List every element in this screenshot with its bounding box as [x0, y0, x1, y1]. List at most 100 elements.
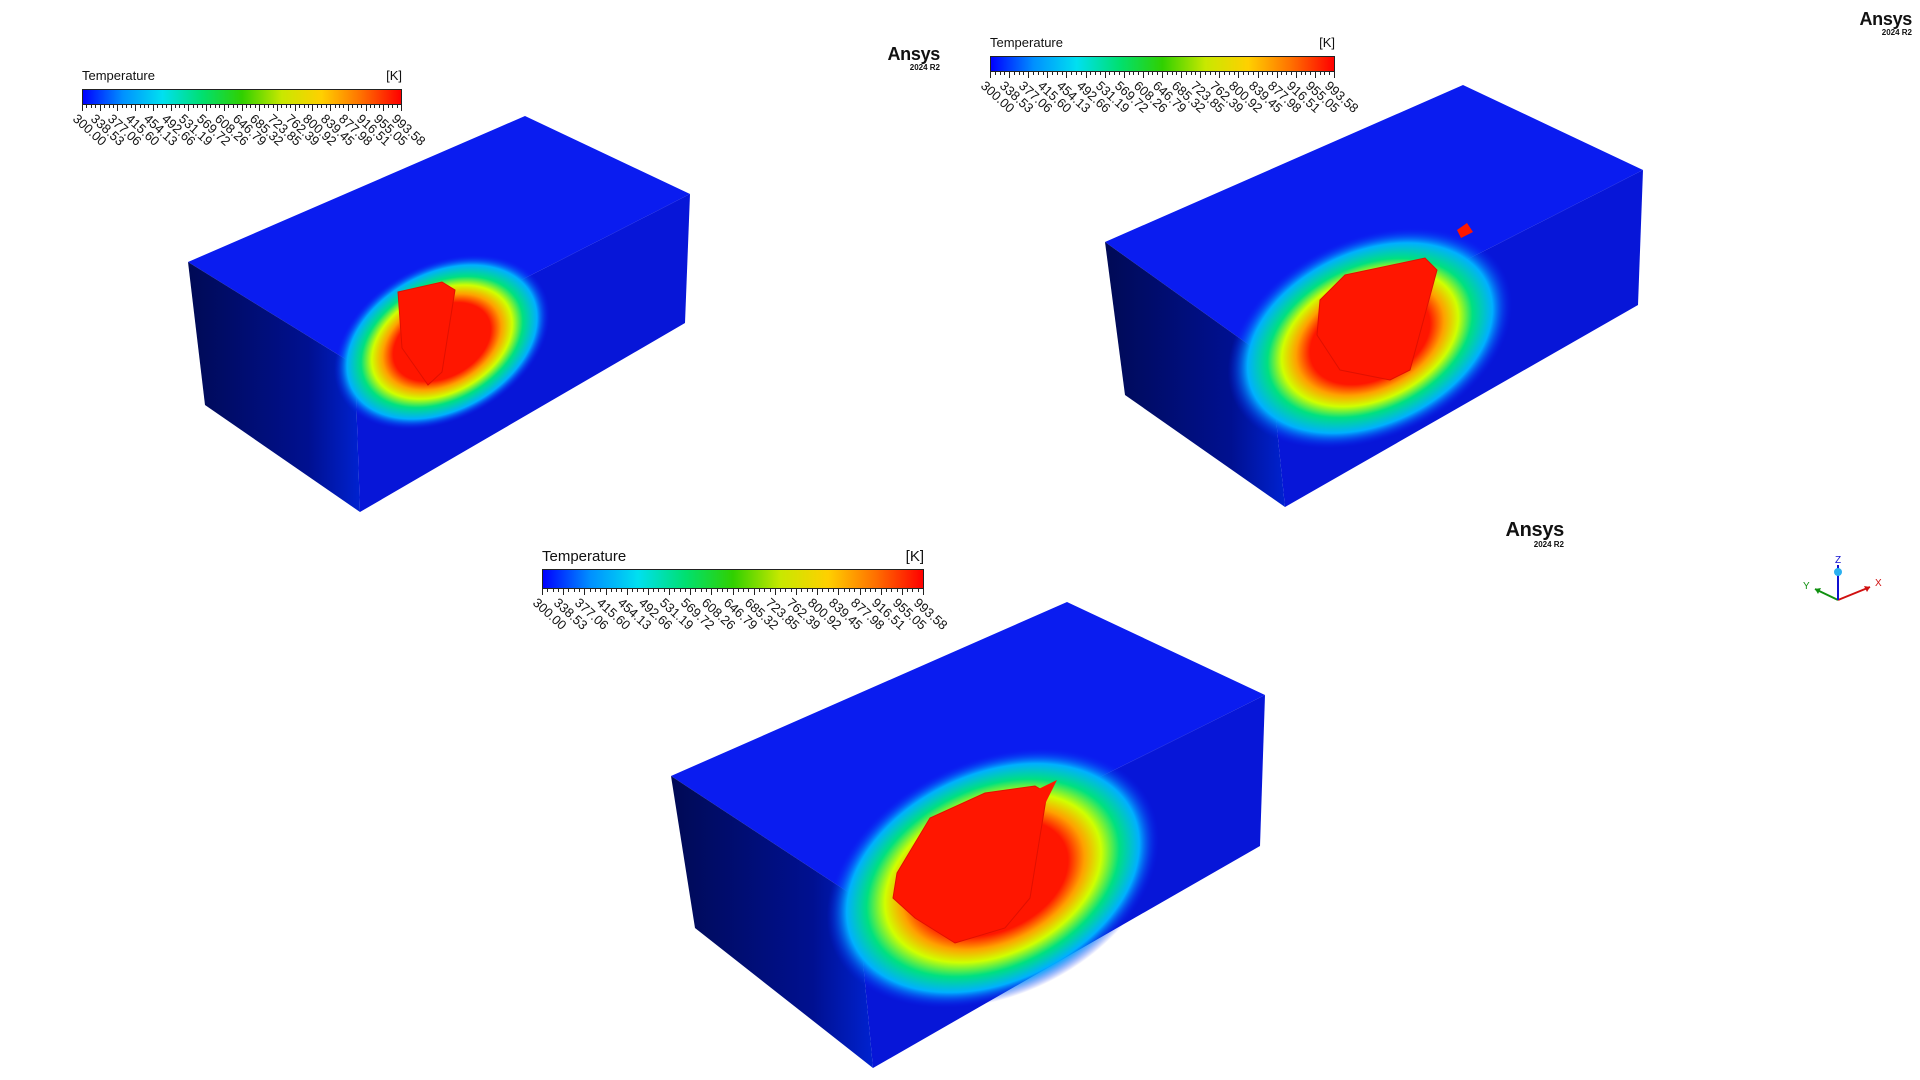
colorbar-tick-mark — [891, 589, 893, 592]
ansys-version: 2024 R2 — [1533, 540, 1564, 549]
colorbar-tick-mark — [1119, 72, 1120, 75]
colorbar-tick-mark — [737, 589, 739, 592]
colorbar-tick-mark — [999, 72, 1001, 75]
colorbar-tick-mark — [1324, 72, 1326, 75]
colorbar-tick-mark — [175, 105, 177, 108]
colorbar-tick-mark — [896, 589, 898, 592]
block-front-face — [188, 262, 360, 512]
colorbar-tick-mark — [753, 589, 755, 595]
colorbar — [990, 56, 1335, 72]
colorbar-tick-mark — [579, 589, 581, 592]
colorbar-tick-mark — [166, 105, 168, 108]
colorbar-tick-mark — [1171, 72, 1173, 75]
block-top-face — [188, 116, 690, 365]
colorbar-tick-mark — [1185, 72, 1187, 75]
small-hot-spot — [1457, 223, 1473, 238]
colorbar-tick-mark — [1267, 72, 1269, 75]
colorbar-tick-mark — [250, 105, 252, 108]
colorbar-tick-mark — [374, 105, 376, 108]
colorbar-tick-mark — [796, 589, 797, 595]
colorbar-tick-mark — [716, 589, 718, 592]
colorbar-tick-mark — [330, 105, 332, 111]
colorbar-tick-mark — [268, 105, 270, 108]
colorbar-tick-mark — [801, 589, 803, 592]
colorbar-tick-mark — [653, 589, 655, 592]
colorbar-tick-mark — [126, 105, 128, 108]
colorbar-tick-mark — [312, 105, 314, 111]
colorbar-tick-mark — [780, 589, 782, 592]
colorbar-tick-mark — [758, 589, 760, 592]
colorbar-tick-mark — [1109, 72, 1111, 75]
colorbar-tick-mark — [1209, 72, 1211, 75]
colorbar-tick-mark — [369, 105, 371, 108]
colorbar-tick-mark — [82, 105, 83, 111]
axis-triad[interactable]: X Y Z — [1795, 555, 1885, 615]
colorbar-tick-mark — [700, 589, 702, 592]
colorbar-tick-mark — [1248, 72, 1249, 75]
colorbar-tick-mark — [401, 105, 402, 111]
colorbar-tick-mark — [990, 72, 991, 78]
colorbar-tick-mark — [584, 589, 586, 595]
colorbar-tick-mark — [1329, 72, 1331, 75]
colorbar-tick-mark — [907, 589, 909, 592]
colorbar-tick-mark — [1042, 72, 1044, 75]
colorbar-tick-mark — [117, 105, 119, 111]
colorbar-tick-mark — [631, 589, 633, 592]
legend-unit: [K] — [905, 548, 924, 565]
block-front-face — [671, 776, 873, 1068]
colorbar-tick-mark — [352, 105, 354, 108]
colorbar-tick-mark — [690, 589, 692, 595]
colorbar-tick-mark — [183, 105, 185, 108]
colorbar-tick-mark — [281, 105, 283, 108]
colorbar-tick-mark — [695, 589, 697, 592]
colorbar-tick-mark — [170, 105, 172, 111]
colorbar-tick-mark — [1200, 72, 1202, 78]
legend-title: Temperature — [990, 35, 1063, 50]
colorbar-tick-mark — [557, 589, 559, 592]
colorbar-tick-mark — [1334, 72, 1335, 78]
colorbar-tick-mark — [157, 105, 159, 108]
colorbar-tick-mark — [790, 589, 792, 592]
colorbar-tick-mark — [1114, 72, 1116, 75]
colorbar-tick-mark — [605, 589, 607, 595]
colorbar-tick-mark — [1123, 72, 1125, 78]
colorbar-tick-mark — [552, 589, 554, 592]
colorbar-tick-mark — [1295, 72, 1297, 78]
colorbar-tick-mark — [658, 589, 660, 592]
colorbar-tick-mark — [130, 105, 132, 108]
colorbar-tick-mark — [1319, 72, 1321, 75]
colorbar-tick-mark — [321, 105, 323, 108]
colorbar-tick-mark — [1162, 72, 1163, 78]
colorbar-tick-mark — [1033, 72, 1034, 75]
temperature-contour-block-3[interactable] — [665, 598, 1280, 1073]
colorbar-tick-mark — [241, 105, 243, 111]
temperature-contour-block-1[interactable] — [180, 110, 700, 520]
colorbar-tick-mark — [1257, 72, 1259, 78]
colorbar-tick-mark — [1276, 72, 1278, 78]
colorbar-tick-mark — [95, 105, 97, 108]
melt-pool — [1316, 257, 1438, 381]
colorbar-tick-mark — [923, 589, 924, 595]
colorbar-tick-mark — [912, 589, 914, 592]
colorbar-tick-mark — [1157, 72, 1159, 75]
colorbar-tick-mark — [361, 105, 363, 108]
colorbar-tick-mark — [817, 589, 819, 595]
temperature-contour-block-2[interactable] — [1095, 80, 1655, 515]
colorbar-tick-mark — [1152, 72, 1154, 75]
colorbar-tick-mark — [392, 105, 394, 108]
colorbar-tick-mark — [245, 105, 247, 108]
colorbar-tick-mark — [1128, 72, 1130, 75]
colorbar-tick-mark — [859, 589, 861, 595]
colorbar-tick-mark — [1166, 72, 1168, 75]
colorbar-tick-mark — [104, 105, 106, 108]
colorbar-tick-mark — [192, 105, 194, 108]
colorbar-tick-mark — [684, 589, 686, 592]
ansys-brand: Ansys — [1859, 9, 1912, 29]
colorbar-tick-mark — [669, 589, 670, 595]
colorbar-tick-mark — [1099, 72, 1101, 75]
colorbar-tick-mark — [148, 105, 150, 108]
ansys-brand: Ansys — [1505, 519, 1564, 541]
colorbar-tick-mark — [285, 105, 287, 108]
colorbar-tick-mark — [272, 105, 274, 108]
melt-pool-tip — [1020, 780, 1057, 820]
